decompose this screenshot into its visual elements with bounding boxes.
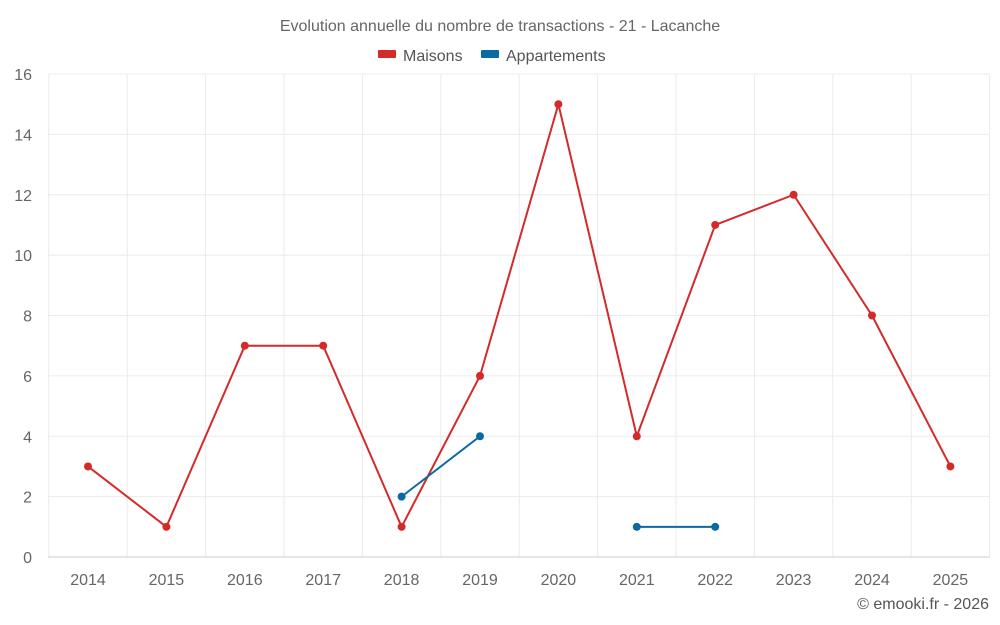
data-point-maisons-2016[interactable]	[240, 341, 249, 350]
series-maisons	[84, 100, 955, 531]
data-point-maisons-2025[interactable]	[946, 462, 955, 471]
legend-item-appartements[interactable]: Appartements	[481, 48, 606, 65]
data-point-appartements-2021[interactable]	[632, 522, 641, 531]
x-tick-label-2025: 2025	[933, 572, 969, 589]
legend-label: Appartements	[506, 48, 606, 65]
y-tick-label: 4	[23, 429, 32, 446]
x-tick-label-2017: 2017	[305, 572, 341, 589]
data-point-appartements-2018[interactable]	[397, 492, 406, 501]
x-tick-label-2019: 2019	[462, 572, 498, 589]
data-point-maisons-2020[interactable]	[554, 100, 563, 109]
data-point-maisons-2017[interactable]	[319, 341, 328, 350]
y-tick-label: 14	[14, 127, 32, 144]
x-tick-label-2014: 2014	[70, 572, 106, 589]
data-point-maisons-2015[interactable]	[162, 522, 171, 531]
data-point-maisons-2018[interactable]	[397, 522, 406, 531]
series-layer	[84, 100, 955, 531]
x-axis: 2014 2015 2016 2017 2018 2019 2020 2021 2022 2023…	[70, 572, 968, 589]
legend: Maisons Appartements	[378, 48, 606, 65]
series-appartements	[397, 432, 720, 531]
y-tick-label: 0	[23, 550, 32, 567]
y-tick-label: 10	[14, 248, 32, 265]
legend-swatch	[378, 50, 396, 58]
y-tick-label: 6	[23, 369, 32, 386]
data-point-maisons-2024[interactable]	[868, 311, 876, 320]
y-tick-label: 16	[14, 67, 32, 84]
x-tick-label-2024: 2024	[854, 572, 890, 589]
data-point-appartements-2019[interactable]	[476, 432, 484, 441]
x-tick-label-2021: 2021	[619, 572, 655, 589]
x-tick-label-2020: 2020	[541, 572, 577, 589]
data-point-appartements-2022[interactable]	[711, 522, 720, 531]
legend-label: Maisons	[403, 48, 463, 65]
legend-swatch	[481, 50, 499, 58]
y-axis: 0 2 4 6 8 10 12 14 16	[14, 67, 32, 567]
x-tick-label-2022: 2022	[697, 572, 733, 589]
y-tick-label: 8	[23, 309, 32, 326]
data-point-maisons-2019[interactable]	[476, 371, 484, 380]
x-tick-label-2023: 2023	[776, 572, 812, 589]
copyright-credit: © emooki.fr - 2026	[857, 596, 989, 613]
y-tick-label: 12	[14, 188, 32, 205]
grid	[48, 73, 991, 558]
data-point-maisons-2014[interactable]	[84, 462, 92, 471]
x-tick-label-2016: 2016	[227, 572, 263, 589]
data-point-maisons-2021[interactable]	[632, 432, 641, 441]
data-point-maisons-2023[interactable]	[789, 190, 798, 199]
x-tick-label-2015: 2015	[149, 572, 185, 589]
chart-title: Evolution annuelle du nombre de transact…	[280, 18, 720, 35]
x-tick-label-2018: 2018	[384, 572, 420, 589]
legend-item-maisons[interactable]: Maisons	[378, 48, 463, 65]
y-tick-label: 2	[23, 490, 32, 507]
series-line-maisons	[87, 103, 952, 528]
series-line-appartements	[400, 435, 481, 498]
data-point-maisons-2022[interactable]	[711, 220, 720, 229]
